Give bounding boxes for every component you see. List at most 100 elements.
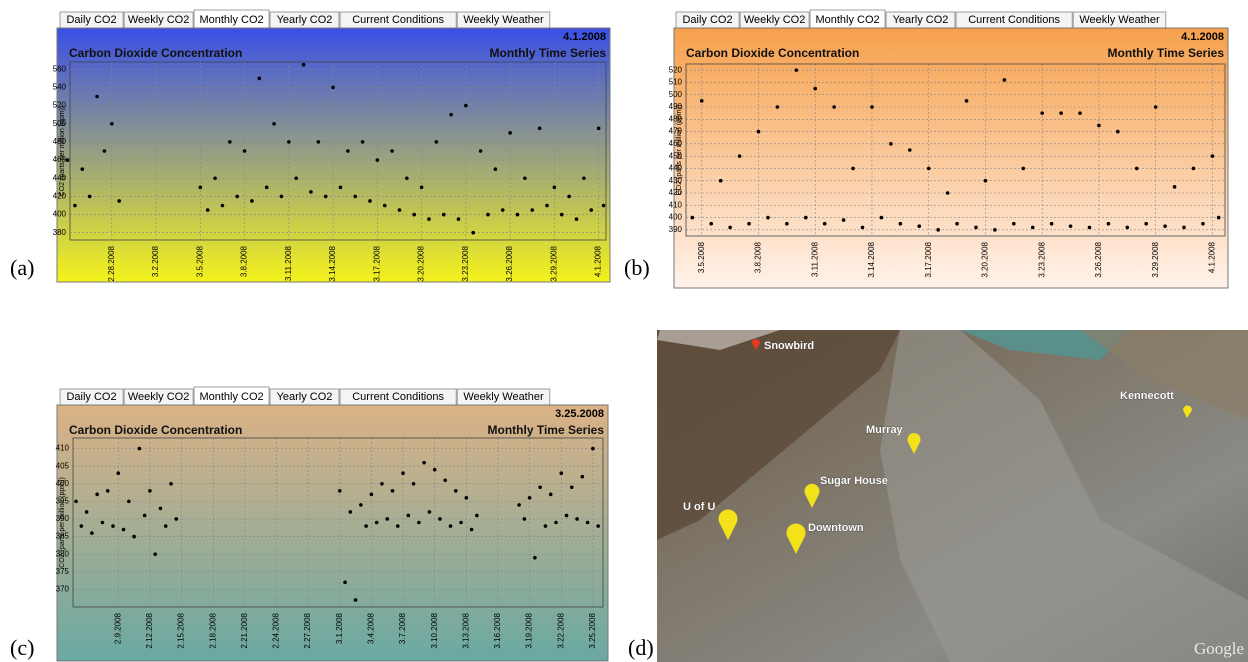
plot-frame xyxy=(69,61,607,241)
data-point xyxy=(1153,105,1158,109)
data-point xyxy=(390,489,395,493)
data-point xyxy=(1134,166,1139,171)
x-tick-label: 4.1.2008 xyxy=(1208,241,1217,273)
chart-title: Carbon Dioxide Concentration xyxy=(69,46,242,60)
data-point xyxy=(353,598,358,602)
data-point xyxy=(405,176,409,181)
panel-label: (b) xyxy=(624,255,650,280)
y-tick-label: 510 xyxy=(669,78,683,87)
chart-background xyxy=(673,27,1229,289)
data-point xyxy=(500,208,505,212)
tab-label: Current Conditions xyxy=(968,14,1060,26)
data-point xyxy=(169,481,173,486)
data-point xyxy=(860,225,865,230)
y-tick-label: 540 xyxy=(53,83,67,92)
data-point xyxy=(441,212,446,217)
x-tick-label: 3.2.2008 xyxy=(151,245,160,277)
data-point xyxy=(198,185,203,190)
data-point xyxy=(353,194,358,199)
data-point xyxy=(1182,225,1186,230)
x-tick-label: 3.16.2008 xyxy=(493,612,502,648)
map-label: Sugar House xyxy=(820,475,888,487)
data-point xyxy=(368,199,372,203)
data-point xyxy=(163,524,168,528)
tab-label: Yearly CO2 xyxy=(277,391,333,403)
data-point xyxy=(945,191,950,195)
data-point xyxy=(374,520,379,525)
data-point xyxy=(785,221,789,226)
tab-label: Weekly CO2 xyxy=(744,14,806,26)
data-point xyxy=(174,517,179,521)
data-point xyxy=(287,140,291,144)
data-point xyxy=(359,503,363,507)
data-point xyxy=(79,524,84,528)
data-point xyxy=(346,149,350,153)
y-axis-title: CO2 (parts per million (ppm)) xyxy=(676,105,683,196)
data-point xyxy=(205,208,210,212)
x-tick-label: 3.4.2008 xyxy=(367,612,376,644)
chart-date: 4.1.2008 xyxy=(563,31,606,43)
chart-panel: Daily CO2 Weekly CO2 Monthly CO2 Yearly CO2… xyxy=(10,9,611,283)
data-point xyxy=(1030,225,1035,230)
data-point xyxy=(385,517,390,521)
tab-label: Weekly CO2 xyxy=(128,14,190,26)
tab-label: Yearly CO2 xyxy=(277,14,333,26)
data-point xyxy=(554,520,558,525)
data-point xyxy=(397,208,402,212)
x-tick-label: 3.17.2008 xyxy=(372,245,381,281)
data-point xyxy=(73,203,77,208)
map-label: Downtown xyxy=(808,522,864,534)
chart-date: 4.1.2008 xyxy=(1181,31,1224,43)
data-point xyxy=(213,176,217,181)
x-tick-label: 3.29.2008 xyxy=(549,245,558,281)
x-tick-label: 3.5.2008 xyxy=(697,241,706,273)
data-point xyxy=(690,215,695,220)
data-point xyxy=(889,142,893,146)
y-tick-label: 500 xyxy=(53,119,67,128)
data-point xyxy=(1201,221,1205,226)
y-tick-label: 440 xyxy=(669,164,683,173)
data-point xyxy=(464,496,469,500)
data-point xyxy=(464,103,468,108)
data-point xyxy=(766,215,770,220)
data-point xyxy=(1068,224,1073,228)
data-point xyxy=(545,203,549,208)
data-point xyxy=(301,62,306,67)
data-point xyxy=(870,105,874,109)
data-point xyxy=(559,212,564,217)
x-tick-label: 3.26.2008 xyxy=(505,245,514,281)
chart-title: Carbon Dioxide Concentration xyxy=(686,46,859,60)
y-tick-label: 520 xyxy=(53,101,67,110)
data-point xyxy=(543,524,548,528)
data-point xyxy=(955,221,959,226)
x-tick-label: 2.27.2008 xyxy=(303,612,312,648)
x-tick-label: 3.5.2008 xyxy=(195,245,204,277)
map-label: U of U xyxy=(683,501,715,513)
data-point xyxy=(264,185,269,190)
data-point xyxy=(158,506,163,511)
data-point xyxy=(832,105,836,109)
data-point xyxy=(272,121,276,126)
tab-label: Current Conditions xyxy=(352,391,444,403)
data-point xyxy=(1106,221,1111,226)
data-point xyxy=(438,517,442,521)
data-point xyxy=(250,199,254,203)
data-point xyxy=(486,212,490,217)
data-point xyxy=(390,149,394,153)
x-tick-label: 3.13.2008 xyxy=(461,612,470,648)
data-point xyxy=(257,76,262,81)
data-point xyxy=(926,166,931,171)
data-point xyxy=(116,471,121,476)
data-point xyxy=(74,499,78,504)
data-point xyxy=(559,471,564,476)
y-tick-label: 405 xyxy=(56,461,70,470)
data-point xyxy=(102,149,107,153)
data-point xyxy=(382,203,387,208)
lake xyxy=(960,330,1130,360)
x-tick-label: 2.15.2008 xyxy=(177,612,186,648)
data-point xyxy=(337,489,342,493)
y-tick-label: 500 xyxy=(669,90,683,99)
data-point xyxy=(851,166,855,171)
data-point xyxy=(993,228,997,232)
